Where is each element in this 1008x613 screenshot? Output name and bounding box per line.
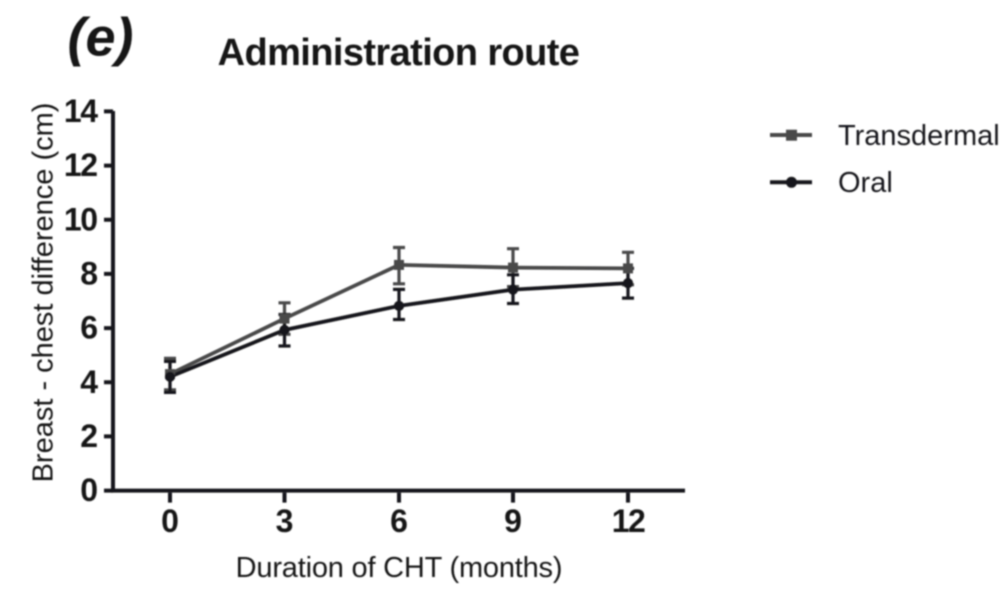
svg-text:14: 14 <box>64 93 98 129</box>
svg-text:Breast - chest difference (cm): Breast - chest difference (cm) <box>28 103 60 483</box>
svg-text:(e): (e) <box>68 8 134 68</box>
svg-text:Duration of CHT (months): Duration of CHT (months) <box>236 552 563 584</box>
svg-text:2: 2 <box>80 418 98 454</box>
svg-text:Oral: Oral <box>838 167 893 199</box>
svg-text:4: 4 <box>80 364 98 400</box>
svg-text:8: 8 <box>80 256 98 292</box>
svg-text:6: 6 <box>390 503 408 539</box>
svg-text:Transdermal: Transdermal <box>838 120 1000 152</box>
svg-text:6: 6 <box>80 310 98 346</box>
svg-text:Administration route: Administration route <box>218 32 580 74</box>
svg-text:10: 10 <box>64 201 97 237</box>
svg-text:12: 12 <box>612 503 645 539</box>
svg-text:0: 0 <box>80 472 98 508</box>
svg-text:3: 3 <box>276 503 294 539</box>
svg-text:9: 9 <box>504 503 522 539</box>
svg-text:12: 12 <box>64 147 97 183</box>
svg-text:0: 0 <box>161 503 179 539</box>
